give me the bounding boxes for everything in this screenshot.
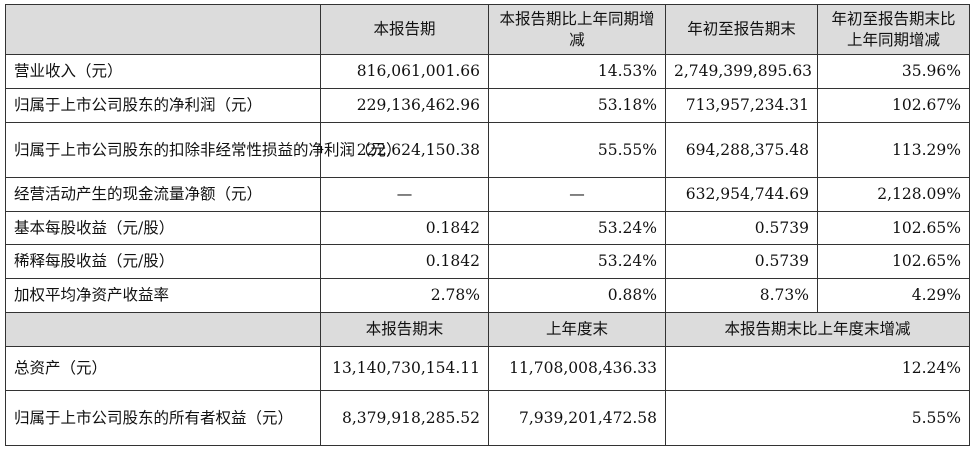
cell-ytd: 0.5739 [665, 244, 818, 279]
table-row: 归属于上市公司股东的扣除非经常性损益的净利润（元） 222,624,150.38… [5, 122, 970, 178]
row-label: 归属于上市公司股东的所有者权益（元） [5, 390, 321, 446]
cell-period-end-change: 12.24% [665, 346, 970, 391]
row-label: 营业收入（元） [5, 54, 321, 89]
cell-current-period: 2.78% [320, 278, 489, 313]
row-label: 加权平均净资产收益率 [5, 278, 321, 313]
header-row-1: 本报告期 本报告期比上年同期增减 年初至报告期末 年初至报告期末比上年同期增减 [5, 4, 970, 55]
cell-current-period-yoy: 53.24% [488, 211, 666, 245]
cell-current-period-yoy: 53.24% [488, 244, 666, 279]
cell-current-period: 0.1842 [320, 211, 489, 245]
header-ytd: 年初至报告期末 [665, 4, 818, 55]
cell-current-period: 229,136,462.96 [320, 88, 489, 123]
cell-ytd: 632,954,744.69 [665, 177, 818, 212]
header-row-2: 本报告期末 上年度末 本报告期末比上年度末增减 [5, 312, 970, 347]
cell-current-period-yoy: 55.55% [488, 122, 666, 178]
header-ytd-yoy: 年初至报告期末比上年同期增减 [817, 4, 970, 55]
table-row: 归属于上市公司股东的净利润（元） 229,136,462.96 53.18% 7… [5, 88, 970, 123]
table-row: 基本每股收益（元/股） 0.1842 53.24% 0.5739 102.65% [5, 211, 970, 245]
cell-current-period: 0.1842 [320, 244, 489, 279]
table-row: 稀释每股收益（元/股） 0.1842 53.24% 0.5739 102.65% [5, 244, 970, 279]
cell-ytd: 0.5739 [665, 211, 818, 245]
row-label: 归属于上市公司股东的扣除非经常性损益的净利润（元） [5, 122, 402, 178]
header-blank [5, 4, 321, 55]
cell-ytd: 8.73% [665, 278, 818, 313]
cell-current-period: — [320, 177, 489, 212]
cell-ytd-yoy: 102.65% [817, 244, 970, 279]
table-row: 加权平均净资产收益率 2.78% 0.88% 8.73% 4.29% [5, 278, 970, 313]
cell-current-period: 222,624,150.38 [320, 122, 489, 178]
row-label: 归属于上市公司股东的净利润（元） [5, 88, 321, 123]
cell-period-end: 13,140,730,154.11 [320, 346, 489, 391]
table-row: 总资产（元） 13,140,730,154.11 11,708,008,436.… [5, 346, 970, 391]
financial-summary-table: 本报告期 本报告期比上年同期增减 年初至报告期末 年初至报告期末比上年同期增减 … [5, 4, 970, 446]
cell-current-period: 816,061,001.66 [320, 54, 489, 89]
cell-prior-year-end: 7,939,201,472.58 [488, 390, 666, 446]
cell-ytd: 2,749,399,895.63 [665, 54, 818, 89]
cell-ytd-yoy: 35.96% [817, 54, 970, 89]
cell-ytd-yoy: 4.29% [817, 278, 970, 313]
header-period-end-change: 本报告期末比上年度末增减 [665, 312, 970, 347]
cell-period-end-change: 5.55% [665, 390, 970, 446]
cell-current-period-yoy: — [488, 177, 666, 212]
cell-ytd: 713,957,234.31 [665, 88, 818, 123]
row-label: 稀释每股收益（元/股） [5, 244, 321, 279]
header-current-period-yoy: 本报告期比上年同期增减 [488, 4, 666, 55]
table-row: 经营活动产生的现金流量净额（元） — — 632,954,744.69 2,12… [5, 177, 970, 212]
cell-ytd-yoy: 102.65% [817, 211, 970, 245]
cell-period-end: 8,379,918,285.52 [320, 390, 489, 446]
cell-ytd-yoy: 102.67% [817, 88, 970, 123]
cell-prior-year-end: 11,708,008,436.33 [488, 346, 666, 391]
header-period-end: 本报告期末 [320, 312, 489, 347]
cell-current-period-yoy: 53.18% [488, 88, 666, 123]
header-current-period: 本报告期 [320, 4, 489, 55]
header-prior-year-end: 上年度末 [488, 312, 666, 347]
cell-ytd: 694,288,375.48 [665, 122, 818, 178]
header-blank [5, 312, 321, 347]
row-label: 经营活动产生的现金流量净额（元） [5, 177, 321, 212]
table-row: 归属于上市公司股东的所有者权益（元） 8,379,918,285.52 7,93… [5, 390, 970, 446]
table-row: 营业收入（元） 816,061,001.66 14.53% 2,749,399,… [5, 54, 970, 89]
row-label: 基本每股收益（元/股） [5, 211, 321, 245]
cell-current-period-yoy: 0.88% [488, 278, 666, 313]
cell-current-period-yoy: 14.53% [488, 54, 666, 89]
cell-ytd-yoy: 113.29% [817, 122, 970, 178]
row-label: 总资产（元） [5, 346, 321, 391]
cell-ytd-yoy: 2,128.09% [817, 177, 970, 212]
